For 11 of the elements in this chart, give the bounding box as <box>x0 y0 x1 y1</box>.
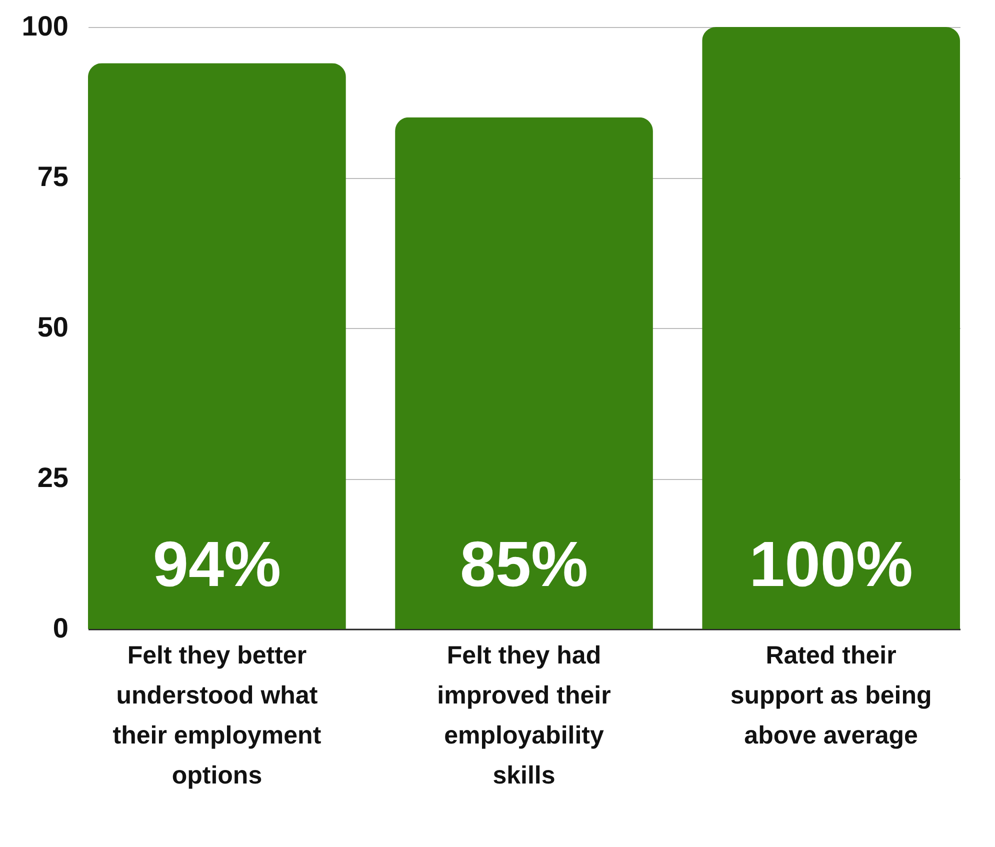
y-tick-label: 0 <box>52 612 68 644</box>
y-tick-label: 100 <box>22 10 68 42</box>
data-label: 85% <box>460 528 588 600</box>
y-tick-label: 50 <box>37 312 68 342</box>
x-tick-label: Rated their support as being above average <box>730 642 932 750</box>
x-tick-label: Felt they had improved their employability skills <box>437 642 612 790</box>
x-tick-label: Felt they better understood what their employment options <box>112 642 322 790</box>
data-label: 94% <box>152 528 282 600</box>
y-tick-label: 75 <box>37 161 68 192</box>
y-tick-label: 25 <box>37 462 68 493</box>
data-label: 100% <box>749 528 913 600</box>
